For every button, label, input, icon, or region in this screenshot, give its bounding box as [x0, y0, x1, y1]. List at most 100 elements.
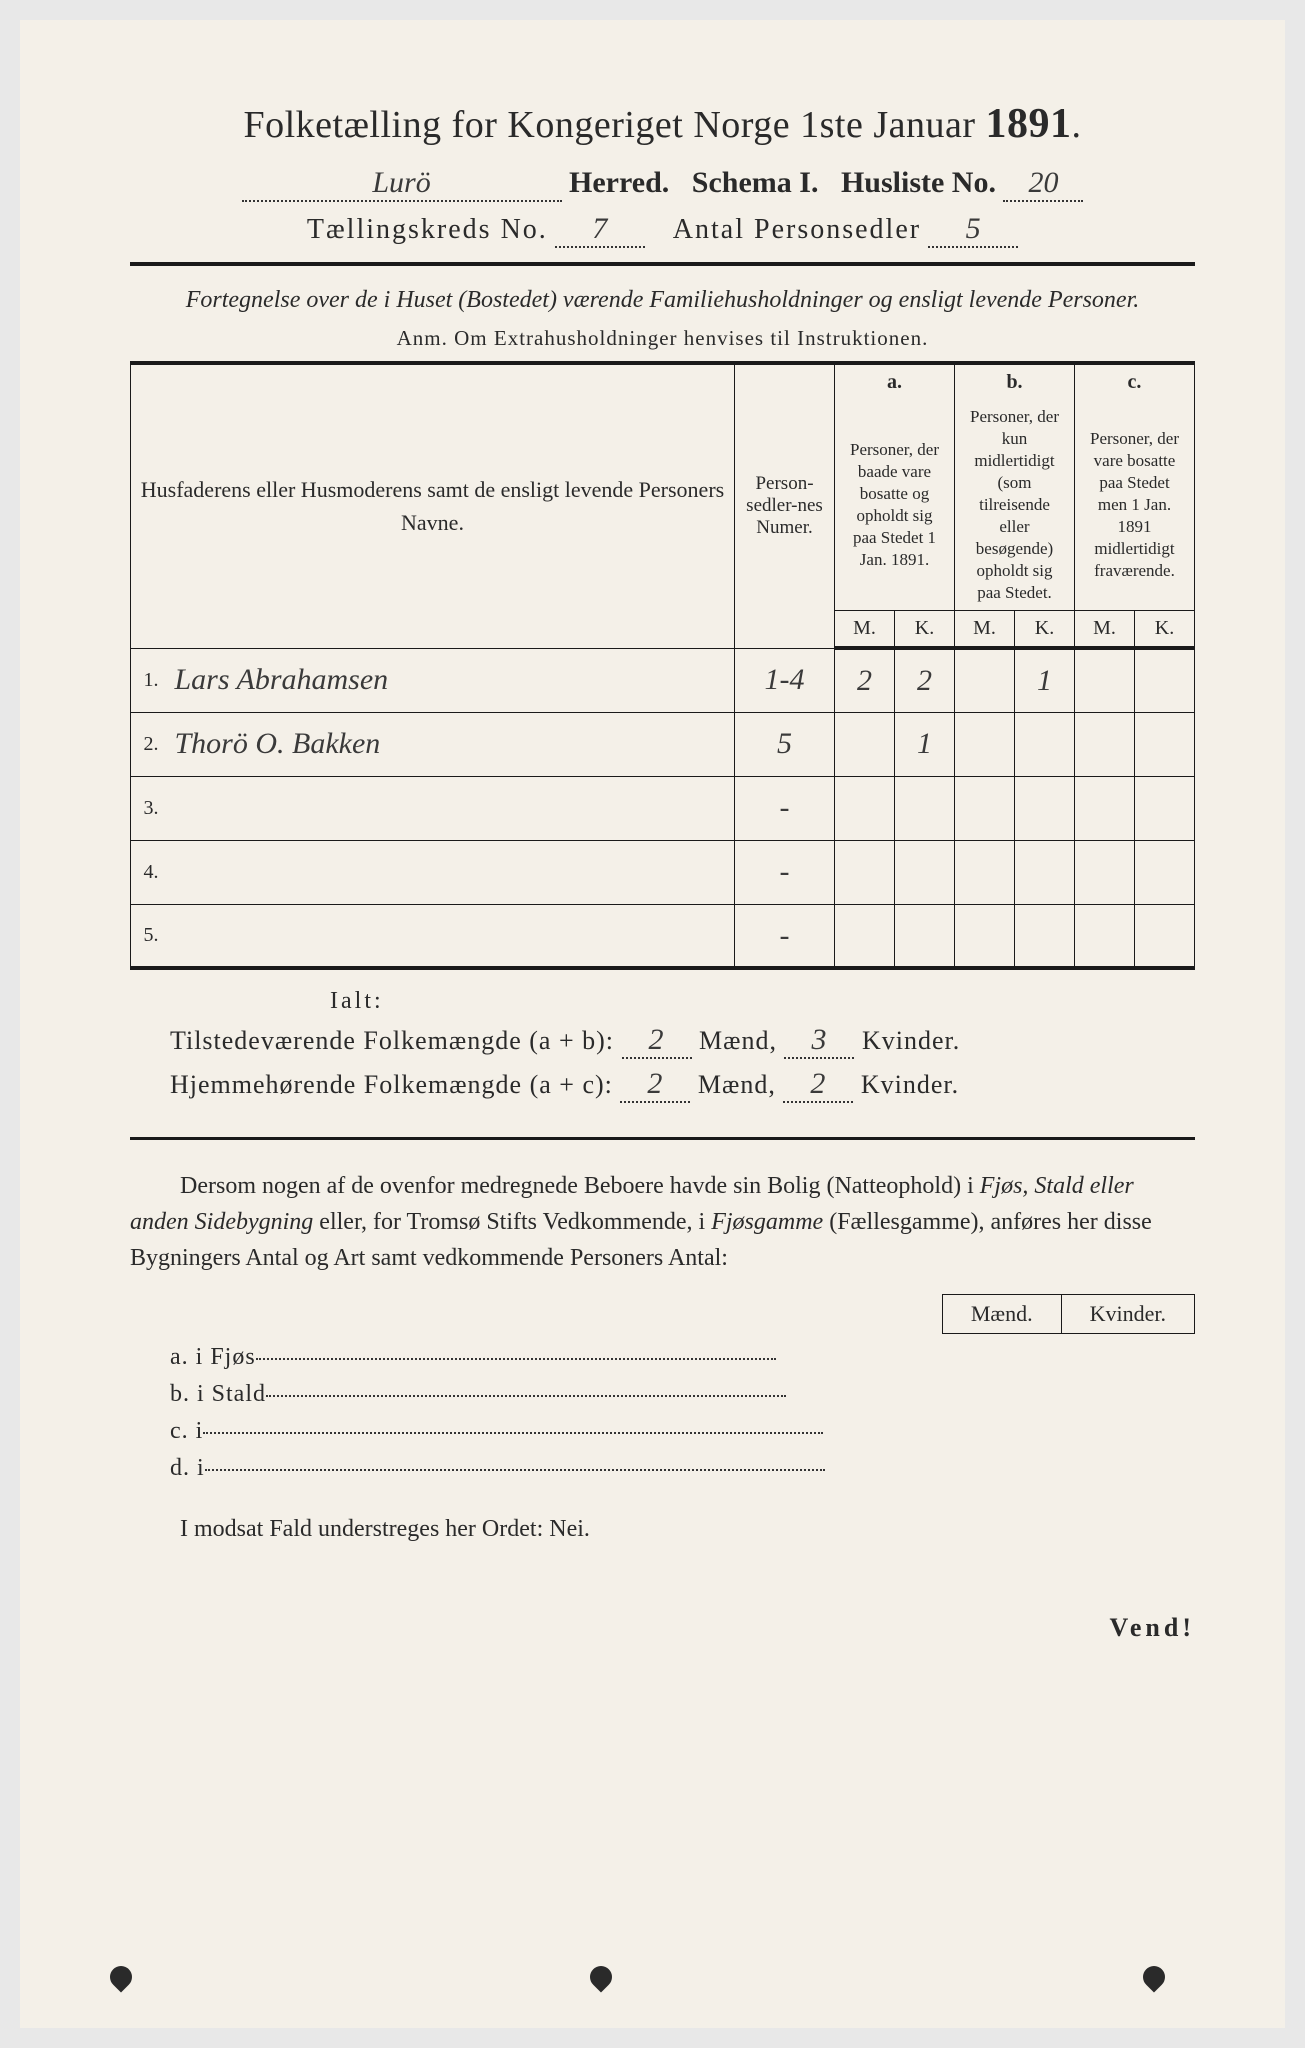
table-row: 1.Lars Abrahamsen1-4221	[131, 648, 1195, 712]
row-bm	[955, 840, 1015, 904]
row-num: 3.	[131, 776, 167, 840]
para-t1: Dersom nogen af de ovenfor medregnede Be…	[180, 1173, 980, 1199]
household-table: Husfaderens eller Husmoderens samt de en…	[130, 361, 1195, 971]
row-name	[167, 776, 735, 840]
row-numer: -	[735, 776, 835, 840]
subtitle: Fortegnelse over de i Huset (Bostedet) v…	[130, 284, 1195, 318]
header-row-3: Tællingskreds No. 7 Antal Personsedler 5	[130, 212, 1195, 248]
row-cm	[1075, 840, 1135, 904]
row-bm	[955, 776, 1015, 840]
row-bk	[1015, 712, 1075, 776]
row-name	[167, 904, 735, 968]
col-b-desc: Personer, der kun midlertidigt (som tilr…	[955, 400, 1075, 611]
totals-2-m: 2	[620, 1067, 690, 1103]
row-numer: 1-4	[735, 648, 835, 712]
line-b: b. i Stald	[170, 1381, 1195, 1408]
col-c-desc: Personer, der vare bosatte paa Stedet me…	[1075, 400, 1195, 611]
row-ck	[1135, 776, 1195, 840]
punch-hole-icon	[585, 1961, 616, 1992]
row-num: 2.	[131, 712, 167, 776]
line-b-text: b. i Stald	[170, 1381, 266, 1407]
title-text: Folketælling for Kongeriget Norge 1ste J…	[243, 104, 975, 146]
para-i2: Fjøsgamme	[711, 1209, 823, 1235]
totals-2-k: 2	[783, 1067, 853, 1103]
totals-1-label: Tilstedeværende Folkemængde (a + b):	[170, 1026, 614, 1055]
row-name: Lars Abrahamsen	[167, 648, 735, 712]
line-d: d. i	[170, 1455, 1195, 1482]
row-ak	[895, 904, 955, 968]
totals-2-kvinder: Kvinder.	[861, 1070, 959, 1099]
line-d-text: d. i	[170, 1455, 205, 1481]
row-bk: 1	[1015, 648, 1075, 712]
col-a-letter: a.	[835, 363, 955, 400]
table-row: 2.Thorö O. Bakken51	[131, 712, 1195, 776]
row-ck	[1135, 648, 1195, 712]
col-b-letter: b.	[955, 363, 1075, 400]
line-a-text: a. i Fjøs	[170, 1344, 256, 1370]
col-b-m: M.	[955, 611, 1015, 649]
divider-1	[130, 262, 1195, 266]
row-bk	[1015, 904, 1075, 968]
col-name-text: Husfaderens eller Husmoderens samt de en…	[141, 477, 724, 535]
schema-label: Schema I.	[692, 166, 819, 199]
row-cm	[1075, 776, 1135, 840]
totals-1-kvinder: Kvinder.	[862, 1026, 960, 1055]
totals-1-maend: Mænd,	[699, 1026, 777, 1055]
col-c-k: K.	[1135, 611, 1195, 649]
col-c-letter: c.	[1075, 363, 1195, 400]
punch-hole-icon	[1138, 1961, 1169, 1992]
row-bm	[955, 648, 1015, 712]
herred-value: Lurö	[242, 166, 562, 202]
row-am	[835, 712, 895, 776]
anm-note: Anm. Om Extrahusholdninger henvises til …	[130, 326, 1195, 351]
row-ak	[895, 840, 955, 904]
row-name: Thorö O. Bakken	[167, 712, 735, 776]
totals-1-m: 2	[622, 1023, 692, 1059]
modsat-line: I modsat Fald understreges her Ordet: Ne…	[130, 1516, 1195, 1543]
row-am	[835, 840, 895, 904]
title-period: .	[1072, 104, 1082, 146]
totals-line-1: Tilstedeværende Folkemængde (a + b): 2 M…	[170, 1023, 1195, 1059]
totals-1-k: 3	[784, 1023, 854, 1059]
totals-2-label: Hjemmehørende Folkemængde (a + c):	[170, 1070, 613, 1099]
antal-label: Antal Personsedler	[673, 214, 921, 245]
row-ak: 2	[895, 648, 955, 712]
row-bm	[955, 712, 1015, 776]
row-cm	[1075, 904, 1135, 968]
vend-label: Vend!	[130, 1613, 1195, 1643]
table-row: 3. -	[131, 776, 1195, 840]
row-bk	[1015, 840, 1075, 904]
line-a: a. i Fjøs	[170, 1344, 1195, 1371]
line-c: c. i	[170, 1418, 1195, 1445]
col-a-desc: Personer, der baade vare bosatte og opho…	[835, 400, 955, 611]
col-a-k: K.	[895, 611, 955, 649]
row-numer: 5	[735, 712, 835, 776]
side-maend: Mænd.	[942, 1295, 1061, 1334]
line-c-text: c. i	[170, 1418, 203, 1444]
col-a-m: M.	[835, 611, 895, 649]
antal-value: 5	[928, 212, 1018, 248]
row-am	[835, 776, 895, 840]
row-ak: 1	[895, 712, 955, 776]
totals-line-2: Hjemmehørende Folkemængde (a + c): 2 Mæn…	[170, 1067, 1195, 1103]
col-c-m: M.	[1075, 611, 1135, 649]
col-header-name: Husfaderens eller Husmoderens samt de en…	[131, 363, 735, 649]
row-name	[167, 840, 735, 904]
row-numer: -	[735, 904, 835, 968]
subtitle-text: Fortegnelse over de i Huset (Bostedet) v…	[186, 287, 1140, 313]
col-b-k: K.	[1015, 611, 1075, 649]
main-title: Folketælling for Kongeriget Norge 1ste J…	[130, 100, 1195, 148]
dots-c	[203, 1432, 823, 1434]
row-cm	[1075, 648, 1135, 712]
row-num: 5.	[131, 904, 167, 968]
divider-2	[130, 1137, 1195, 1140]
totals-2-maend: Mænd,	[698, 1070, 776, 1099]
col-header-numer: Person-sedler-nes Numer.	[735, 363, 835, 649]
row-numer: -	[735, 840, 835, 904]
husliste-value: 20	[1003, 166, 1083, 202]
row-num: 4.	[131, 840, 167, 904]
row-bm	[955, 904, 1015, 968]
row-ak	[895, 776, 955, 840]
row-ck	[1135, 840, 1195, 904]
row-bk	[1015, 776, 1075, 840]
